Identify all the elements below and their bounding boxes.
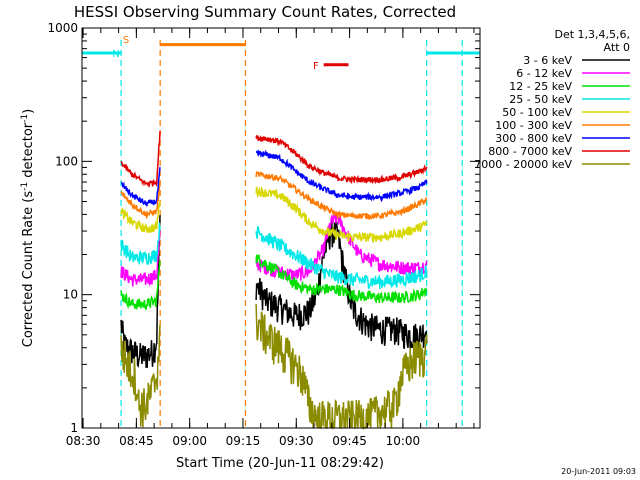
x-tick-label: 08:45 [119, 434, 154, 448]
series-line [255, 211, 428, 281]
series-line [120, 201, 161, 234]
legend-label: 3 - 6 keV [523, 54, 572, 67]
series-line [120, 131, 161, 188]
x-tick-label: 10:00 [386, 434, 421, 448]
series-6-12-kev [120, 211, 428, 287]
footer-timestamp: 20-Jun-2011 09:03 [561, 467, 636, 476]
series-line [255, 149, 428, 203]
vertical-lines [120, 40, 463, 428]
series-layer [120, 131, 428, 431]
legend-header-2: Att 0 [604, 41, 630, 54]
legend-header-1: Det 1,3,4,5,6, [554, 28, 630, 41]
series-100-300-kev [120, 171, 427, 221]
series-line [255, 225, 428, 290]
series-800-7000-kev [120, 131, 428, 188]
y-tick-label: 100 [55, 154, 78, 168]
x-tick-label: 09:45 [332, 434, 367, 448]
series-3-6-kev [120, 215, 428, 368]
flare-flag-label: F [313, 61, 319, 72]
x-tick-label: 09:30 [279, 434, 314, 448]
series-line [255, 217, 428, 352]
x-axis-label: Start Time (20-Jun-11 08:29:42) [176, 456, 384, 471]
series-line [255, 171, 427, 221]
chart-title: HESSI Observing Summary Count Rates, Cor… [74, 3, 456, 21]
series-25-50-kev [120, 222, 428, 290]
legend-label: 50 - 100 keV [502, 106, 572, 119]
x-tick-label: 09:00 [172, 434, 207, 448]
series-line [120, 324, 161, 428]
series-12-25-kev [120, 254, 427, 310]
night-flag-label: N [112, 49, 119, 60]
series-line [120, 260, 161, 310]
y-axis-label: Corrected Count Rate (s-1 detector-1) [20, 109, 36, 347]
series-line [120, 181, 161, 220]
y-tick-label: 1 [70, 421, 78, 435]
plot-frame [81, 27, 481, 429]
legend-label: 25 - 50 keV [509, 93, 572, 106]
x-tick-label: 09:15 [226, 434, 261, 448]
flag-layer: NS F [82, 35, 480, 72]
y-tick-label: 1000 [47, 21, 78, 35]
legend-label: 300 - 800 keV [495, 132, 572, 145]
legend-label: 100 - 300 keV [495, 119, 572, 132]
series-line [120, 222, 161, 266]
series-300-800-kev [120, 149, 428, 207]
legend-label: 7000 - 20000 keV [474, 158, 572, 171]
legend-label: 800 - 7000 keV [488, 145, 572, 158]
legend-label: 12 - 25 keV [509, 80, 572, 93]
y-tick-label: 10 [63, 288, 78, 302]
saa-flag-label: S [123, 35, 129, 46]
plot-area: NS F [81, 27, 481, 431]
x-tick-label: 08:30 [66, 434, 101, 448]
series-line [120, 215, 161, 368]
series-line [120, 167, 161, 207]
series-line [255, 135, 428, 185]
axis-layer: 1 10 100 1000 08:30 08:45 09:00 09:15 09:30 09:45… [47, 21, 480, 448]
series-line [255, 254, 427, 304]
series-line [120, 230, 161, 287]
series-line [255, 186, 428, 243]
legend-label: 6 - 12 keV [516, 67, 572, 80]
series-50-100-kev [120, 186, 428, 243]
